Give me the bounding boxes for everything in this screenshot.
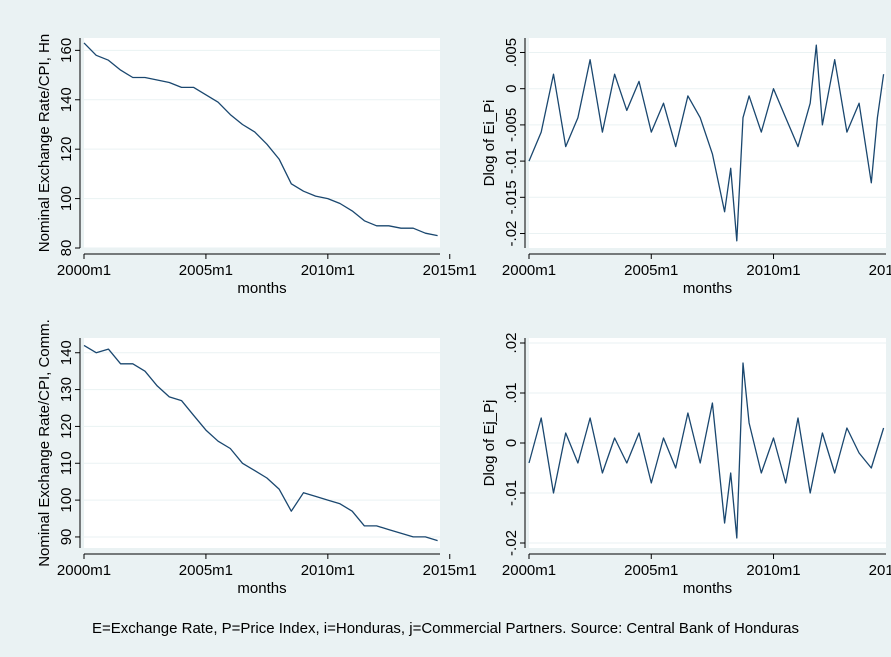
y-tick-label: 80 [58, 240, 75, 257]
y-tick-label: .02 [503, 333, 520, 354]
panel-comm-rate: 90 100 110 120 130 140 2000m1 2005m1 2010m1 2015m… [36, 319, 477, 597]
y-tick-label: 140 [58, 87, 75, 112]
y-tick-label: 160 [58, 38, 75, 63]
panel-dlog-ej-pj: -.02 -.01 0 .01 .02 2000m1 2005m1 2010m1 2015m1 m… [481, 333, 891, 597]
x-tick-label: 2000m1 [502, 262, 556, 279]
plot-area [84, 338, 440, 548]
y-tick-label: .01 [503, 383, 520, 404]
x-tick-label: 2015m1 [869, 562, 891, 579]
x-tick-label: 2010m1 [301, 562, 355, 579]
x-tick-label: 2005m1 [179, 562, 233, 579]
y-tick-label: 100 [58, 488, 75, 513]
panel-hn-rate: 80 100 120 140 160 2000m1 2005m1 2010m1 2015m1 mo… [36, 34, 477, 297]
y-tick-label: 120 [58, 414, 75, 439]
x-tick-label: 2005m1 [624, 562, 678, 579]
x-tick-label: 2010m1 [746, 262, 800, 279]
series-line [83, 42, 438, 237]
series-line [528, 44, 885, 242]
y-tick-label: -.01 [503, 480, 520, 506]
series-line [528, 362, 885, 539]
plot-area [84, 38, 440, 248]
plot-area [529, 38, 886, 248]
panel-dlog-ei-pi: -.02 -.015 -.01 -.005 0 .005 2000m1 2005m1 2010m… [481, 38, 891, 297]
y-axis-title: Nominal Exchange Rate/CPI, Hn [36, 34, 53, 252]
y-axis-title: Dlog of Ei_Pi [481, 100, 498, 187]
y-tick-label: 140 [58, 340, 75, 365]
x-tick-label: 2015m1 [423, 262, 477, 279]
x-tick-label: 2000m1 [57, 262, 111, 279]
y-tick-label: -.02 [503, 221, 520, 247]
y-tick-label: 130 [58, 377, 75, 402]
y-tick-label: -.005 [503, 108, 520, 142]
y-tick-label: -.01 [503, 148, 520, 174]
x-tick-label: 2005m1 [624, 262, 678, 279]
x-axis-title: months [683, 280, 732, 297]
y-tick-label: 110 [58, 451, 75, 475]
x-tick-label: 2005m1 [179, 262, 233, 279]
x-tick-label: 2015m1 [869, 262, 891, 279]
x-axis-title: months [683, 580, 732, 597]
x-tick-label: 2010m1 [301, 262, 355, 279]
series-line [83, 344, 438, 542]
x-axis-title: months [237, 280, 286, 297]
y-tick-label: 90 [58, 529, 75, 546]
y-tick-label: 0 [503, 85, 520, 93]
y-tick-label: 0 [503, 439, 520, 447]
x-axis-title: months [237, 580, 286, 597]
y-axis-title: Nominal Exchange Rate/CPI, Comm. [36, 319, 53, 567]
x-tick-label: 2010m1 [746, 562, 800, 579]
y-tick-label: -.015 [503, 180, 520, 214]
x-tick-label: 2000m1 [57, 562, 111, 579]
y-tick-label: 120 [58, 137, 75, 162]
y-tick-label: .005 [503, 38, 520, 67]
y-tick-label: 100 [58, 186, 75, 211]
y-tick-label: -.02 [503, 530, 520, 556]
x-tick-label: 2000m1 [502, 562, 556, 579]
source-note: E=Exchange Rate, P=Price Index, i=Hondur… [91, 620, 800, 637]
y-axis-title: Dlog of Ej_Pj [481, 400, 498, 487]
x-tick-label: 2015m1 [423, 562, 477, 579]
